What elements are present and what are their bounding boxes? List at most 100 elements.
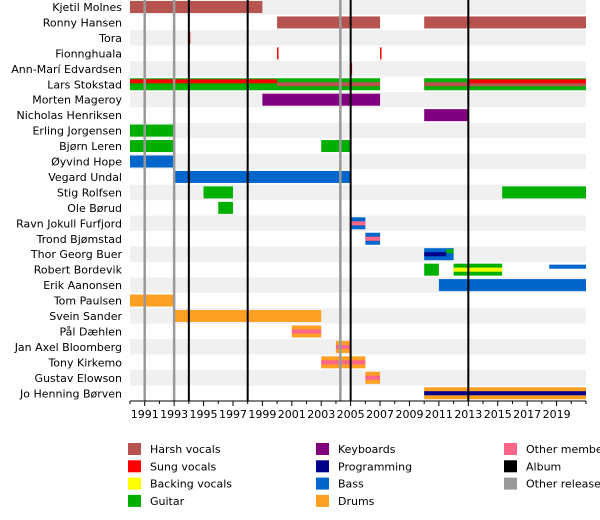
x-tick-label: 1999 [248, 408, 276, 421]
row-background [130, 339, 586, 355]
row-background [130, 261, 586, 278]
bar-guitar [424, 263, 439, 276]
legend-swatch-drums [316, 494, 329, 507]
row-background [130, 200, 586, 216]
legend-label-other_release: Other releases [526, 478, 600, 491]
x-tick-label: 2017 [513, 408, 541, 421]
bar-guitar [446, 249, 454, 254]
member-name: Øyvind Hope [51, 156, 122, 169]
row-background [130, 122, 586, 139]
legend-swatch-backing_vocals [128, 477, 141, 490]
member-name: Kjetil Molnes [52, 1, 122, 14]
legend-label-bass: Bass [338, 478, 364, 491]
member-name: Erik Aanonsen [43, 279, 122, 292]
bar-bass [130, 155, 175, 168]
x-tick-label: 2005 [337, 408, 365, 421]
member-name: Jan Axel Bloomberg [14, 341, 122, 354]
legend-label-backing_vocals: Backing vocals [150, 478, 232, 491]
release-lines [143, 0, 470, 401]
legend-label-sung_vocals: Sung vocals [150, 460, 216, 473]
bar-keyboards [262, 93, 381, 106]
legend-swatch-album [504, 460, 517, 473]
bar-other [365, 236, 381, 241]
bar-guitar [321, 140, 351, 153]
bar-guitar [130, 124, 175, 137]
bar-bass [438, 279, 586, 292]
x-tick-label: 2003 [307, 408, 335, 421]
bar-bass [174, 170, 351, 183]
bar-guitar [203, 186, 233, 199]
bar-guitar [130, 140, 175, 153]
member-names: Kjetil Molnes Ronny Hansen Tora Fionnghuala… [11, 1, 122, 400]
member-name: Pål Dæhlen [60, 325, 122, 338]
legend-swatch-other [504, 443, 517, 455]
member-bars [130, 1, 586, 400]
member-name: Robert Bordevik [34, 264, 123, 277]
legend-label-album: Album [526, 460, 561, 473]
year-axis: 1991 1993 1995 1997 1999 2001 2003 2005 2007 2009… [129, 400, 587, 421]
bar-guitar [502, 186, 586, 199]
bar-bass [549, 264, 586, 269]
row-backgrounds [130, 0, 586, 401]
member-name: Ravn Jokull Furfjord [16, 217, 122, 230]
bar-harsh_vocals [277, 16, 381, 29]
bar-harsh_vocals [277, 82, 381, 87]
row-background [130, 323, 586, 340]
member-name: Tony Kirkemo [47, 356, 122, 369]
row-background [130, 370, 586, 386]
bar-guitar [218, 201, 233, 214]
row-background [130, 107, 586, 123]
x-tick-label: 2009 [395, 408, 423, 421]
x-tick-label: 1995 [190, 408, 218, 421]
row-background [130, 246, 586, 262]
row-background [130, 138, 586, 154]
member-name: Ronny Hansen [43, 16, 122, 29]
bar-harsh_vocals [130, 1, 263, 13]
bar-other [335, 344, 351, 349]
legend-label-keyboards: Keyboards [338, 443, 396, 456]
member-name: Vegard Undal [48, 171, 122, 184]
legend-swatch-bass [316, 477, 329, 490]
member-name: Nicholas Henriksen [17, 109, 123, 122]
member-name: Gustav Elowson [35, 372, 122, 385]
bar-programming [424, 252, 447, 257]
member-name: Bjørn Leren [59, 140, 122, 153]
legend-swatch-harsh_vocals [128, 443, 141, 455]
row-background [130, 292, 586, 309]
member-name: Morten Mageroy [32, 94, 122, 107]
legend-label-harsh_vocals: Harsh vocals [150, 443, 221, 456]
bar-other [291, 329, 322, 334]
bar-other [365, 375, 381, 380]
member-name: Svein Sander [49, 310, 122, 323]
row-background [130, 231, 586, 247]
x-tick-label: 2015 [484, 408, 512, 421]
bar-drums [130, 294, 175, 307]
x-tick-label: 1993 [160, 408, 188, 421]
bar-programming [424, 391, 586, 396]
x-tick-label: 2011 [425, 408, 453, 421]
bar-sung_vocals [130, 79, 278, 84]
bar-sung_vocals [468, 79, 586, 84]
row-background [130, 153, 586, 170]
row-background [130, 184, 586, 201]
bar-sung_vocals [277, 47, 279, 60]
bar-harsh_vocals [424, 82, 586, 87]
bar-other [321, 360, 366, 365]
x-tick-label: 2019 [543, 408, 571, 421]
legend-label-other: Other members [526, 443, 600, 456]
member-name: Lars Stokstad [47, 78, 122, 91]
member-name: Ann-Marí Edvardsen [11, 63, 122, 76]
x-tick-label: 1991 [131, 408, 159, 421]
x-tick-label: 1997 [219, 408, 247, 421]
legend-swatch-sung_vocals [128, 460, 141, 473]
member-name: Trond Bjømstad [36, 233, 122, 246]
member-name: Fionnghuala [55, 47, 122, 60]
member-name: Thor Georg Buer [30, 248, 123, 261]
legend-swatch-guitar [128, 494, 141, 507]
row-background [130, 45, 586, 62]
row-background [130, 30, 586, 46]
member-name: Ole Børud [67, 202, 122, 215]
legend-label-guitar: Guitar [150, 495, 185, 508]
x-tick-label: 2007 [366, 408, 394, 421]
